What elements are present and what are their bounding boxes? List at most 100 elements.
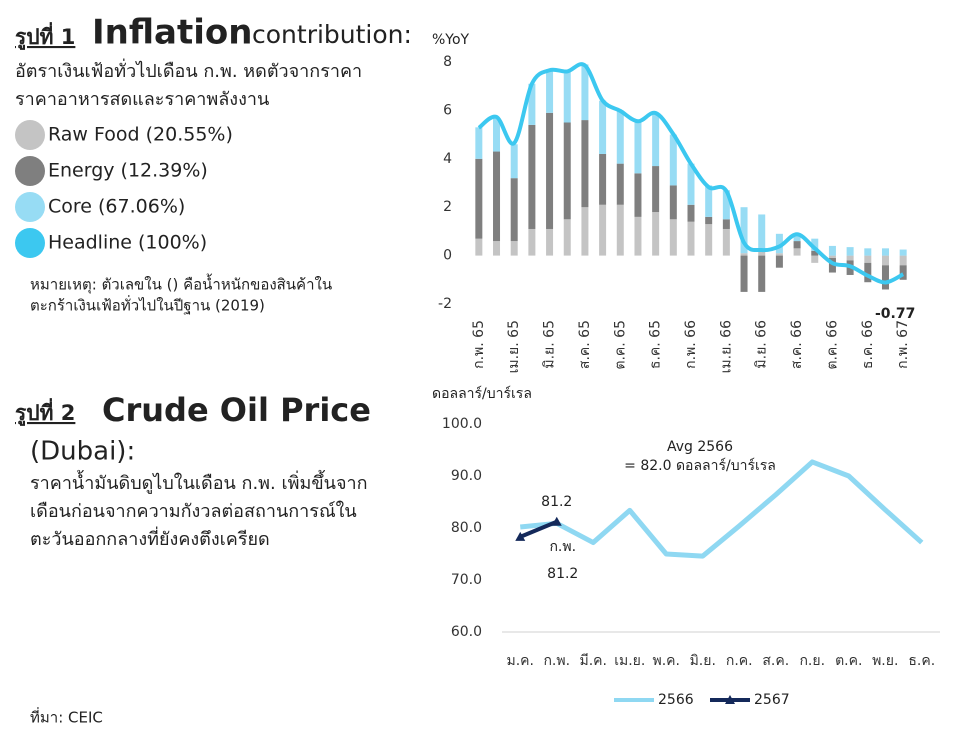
bar-segment [475, 238, 483, 256]
bar-segment [687, 163, 695, 205]
bar-segment [722, 219, 730, 229]
x-tick-label: ธ.ค. [908, 653, 935, 669]
bar-segment [669, 185, 677, 220]
bar-segment [740, 207, 748, 254]
x-tick-label: ส.ค. 66 [789, 320, 805, 369]
description: ตะวันออกกลางที่ยังคงตึงเครียด [30, 526, 270, 550]
x-tick-label: ก.พ. 65 [471, 320, 487, 369]
bar-segment [634, 216, 642, 256]
figure-title: Inflation [92, 13, 252, 53]
bar-segment [793, 233, 801, 242]
bar-segment [652, 166, 660, 213]
description: ราคาอาหารสดและราคาพลังงาน [15, 89, 269, 110]
y-tick-label: 8 [443, 54, 452, 70]
bar-segment [881, 255, 889, 266]
x-tick-label: ต.ค. 66 [824, 320, 840, 370]
series-marker [551, 516, 562, 526]
annotation: Avg 2566 [667, 439, 733, 455]
legend-label: 2567 [754, 692, 790, 708]
bar-segment [722, 228, 730, 256]
bar-segment [581, 64, 589, 121]
bar-segment [811, 238, 819, 251]
figure-subtitle: contribution: [252, 20, 412, 49]
annotation: ก.พ. [549, 539, 576, 555]
series-line [520, 459, 924, 559]
bar-segment [510, 178, 518, 242]
x-tick-label: ม.ค. [507, 653, 535, 669]
bar-segment [599, 100, 607, 154]
y-tick-label: 2 [443, 199, 452, 215]
legend-swatch [15, 120, 45, 150]
bar-segment [793, 248, 801, 256]
bar-segment [599, 153, 607, 205]
bar-segment [475, 127, 483, 159]
x-tick-label: ก.ค. [726, 653, 753, 669]
description: เดือนก่อนจากความกังวลต่อสถานการณ์ใน [30, 500, 357, 522]
bar-segment [528, 83, 536, 125]
bar-segment [546, 228, 554, 256]
legend-label: Core (67.06%) [48, 196, 185, 218]
y-tick-label: 60.0 [451, 624, 482, 640]
bar-segment [811, 250, 819, 256]
bar-segment [828, 245, 836, 256]
description: ราคาน้ำมันดิบดูไบในเดือน ก.พ. เพิ่มขึ้นจ… [30, 470, 368, 494]
bar-segment [652, 112, 660, 167]
annotation: = 82.0 ดอลลาร์/บาร์เรล [624, 457, 776, 474]
bar-segment [864, 248, 872, 256]
figure-subtitle: (Dubai): [30, 437, 135, 467]
bar-segment [669, 219, 677, 256]
x-tick-label: มิ.ย. 66 [754, 320, 770, 369]
data-label: 81.2 [547, 566, 578, 582]
bar-segment [705, 216, 713, 225]
bar-segment [510, 241, 518, 256]
legend-label: Raw Food (20.55%) [48, 124, 233, 146]
bar-segment [793, 241, 801, 249]
bar-segment [493, 241, 501, 256]
bar-segment [546, 69, 554, 113]
headline-line [477, 62, 905, 285]
x-tick-label: ธ.ค. 66 [860, 320, 876, 369]
note: หมายเหตุ: ตัวเลขใน () คือน้ำหนักของสินค้… [30, 274, 332, 295]
x-tick-label: พ.ย. [872, 653, 898, 669]
bar-segment [634, 173, 642, 217]
bar-segment [881, 248, 889, 256]
bar-segment [864, 262, 872, 283]
x-tick-label: ส.ค. 65 [577, 320, 593, 369]
bar-segment [475, 158, 483, 239]
series-marker [515, 531, 526, 541]
bar-segment [864, 255, 872, 263]
x-tick-label: ธ.ค. 65 [648, 320, 664, 369]
y-tick-label: 6 [443, 102, 452, 118]
x-tick-label: มิ.ย. 65 [542, 320, 558, 369]
description: อัตราเงินเฟ้อทั่วไปเดือน ก.พ. หดตัวจากรา… [15, 58, 362, 82]
x-tick-label: ก.ย. [799, 653, 825, 669]
bar-segment [528, 124, 536, 229]
data-label: 81.2 [541, 494, 572, 510]
figure-label: รูปที่ 1 [15, 21, 75, 51]
y-tick-label: 100.0 [442, 416, 482, 432]
legend-label: Energy (12.39%) [48, 160, 208, 182]
bar-segment [828, 255, 836, 259]
data-label: -0.77 [875, 306, 915, 322]
bar-segment [899, 249, 907, 256]
x-tick-label: ก.พ. [543, 653, 570, 669]
y-tick-label: 90.0 [451, 468, 482, 484]
x-tick-label: เม.ย. 66 [718, 320, 734, 373]
y-tick-label: 0 [443, 248, 452, 264]
bar-segment [510, 144, 518, 179]
legend-swatch [15, 192, 45, 222]
bar-segment [758, 250, 766, 256]
legend-swatch [15, 156, 45, 186]
bar-segment [616, 163, 624, 205]
x-tick-label: มิ.ย. [690, 653, 716, 669]
y-axis-label: %YoY [432, 32, 470, 48]
bar-segment [493, 151, 501, 242]
bar-segment [616, 204, 624, 256]
bar-segment [881, 265, 889, 290]
bar-segment [687, 221, 695, 256]
bar-segment [493, 117, 501, 152]
bar-segment [705, 224, 713, 256]
bar-segment [546, 112, 554, 229]
bar-segment [899, 255, 907, 266]
